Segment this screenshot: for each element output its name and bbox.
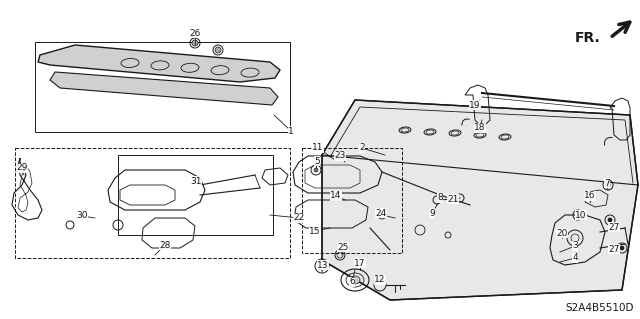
Circle shape <box>215 47 221 53</box>
Text: 16: 16 <box>584 191 596 201</box>
Text: 3: 3 <box>572 241 578 250</box>
Text: S2A4B5510D: S2A4B5510D <box>565 303 634 313</box>
Text: 18: 18 <box>474 123 486 132</box>
Text: 27: 27 <box>608 222 620 232</box>
Text: 25: 25 <box>337 242 349 251</box>
Text: FR.: FR. <box>574 31 600 45</box>
Text: 13: 13 <box>317 261 329 270</box>
Ellipse shape <box>350 276 360 284</box>
Bar <box>15 148 290 258</box>
Text: 28: 28 <box>159 241 171 249</box>
Circle shape <box>314 168 318 172</box>
Text: 1: 1 <box>288 127 294 136</box>
Text: 20: 20 <box>556 228 568 238</box>
Text: 31: 31 <box>190 176 202 186</box>
Text: 29: 29 <box>16 164 28 173</box>
Text: 5: 5 <box>314 157 320 166</box>
Text: 10: 10 <box>575 211 587 219</box>
Text: 23: 23 <box>334 152 346 160</box>
Polygon shape <box>38 45 280 82</box>
Bar <box>302 148 402 253</box>
Text: 11: 11 <box>312 144 324 152</box>
Text: 24: 24 <box>376 209 387 218</box>
Text: 4: 4 <box>572 254 578 263</box>
Bar <box>35 42 290 132</box>
Circle shape <box>620 246 624 250</box>
Text: 22: 22 <box>293 213 305 222</box>
Text: 27: 27 <box>608 244 620 254</box>
Text: 21: 21 <box>447 195 459 204</box>
Text: 26: 26 <box>189 28 201 38</box>
Bar <box>118 155 273 235</box>
Circle shape <box>608 218 612 222</box>
Text: 14: 14 <box>330 191 342 201</box>
Circle shape <box>606 183 610 187</box>
Circle shape <box>192 40 198 46</box>
Polygon shape <box>322 100 638 300</box>
Polygon shape <box>50 72 278 105</box>
Text: 19: 19 <box>469 100 481 109</box>
Text: 7: 7 <box>604 179 610 188</box>
Text: 12: 12 <box>374 276 386 285</box>
Text: 6: 6 <box>349 278 355 286</box>
Text: 8: 8 <box>437 194 443 203</box>
Text: 15: 15 <box>309 226 321 235</box>
Text: 17: 17 <box>355 258 365 268</box>
Text: 9: 9 <box>429 209 435 218</box>
Text: 30: 30 <box>76 211 88 220</box>
Text: 2: 2 <box>359 144 365 152</box>
